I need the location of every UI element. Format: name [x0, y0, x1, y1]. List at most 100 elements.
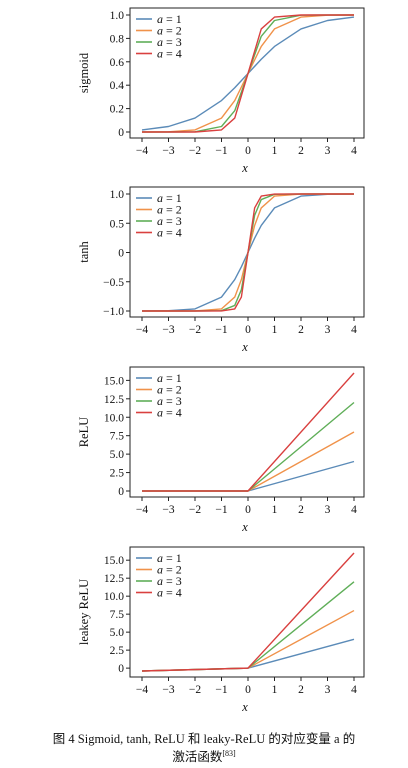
- relu-y-tick-label: 12.5: [104, 394, 124, 406]
- relu-series-line-a1: [142, 460, 355, 492]
- sigmoid-x-tick-label: 2: [298, 145, 304, 157]
- tanh-x-tick-label: 1: [272, 324, 278, 336]
- tanh-x-tick-label: −1: [215, 324, 227, 336]
- leaky-relu-x-tick-label: 0: [245, 684, 251, 696]
- tanh-y-tick-label: −0.5: [103, 277, 124, 289]
- sigmoid-x-tick-label: 3: [325, 145, 331, 157]
- sigmoid-legend-label-a4: a = 4: [157, 47, 182, 61]
- leaky-relu-y-tick-label: 10.0: [104, 591, 124, 603]
- sigmoid-y-tick-label: 0.8: [110, 33, 125, 45]
- leaky-relu-y-tick-label: 15.0: [104, 555, 124, 567]
- relu-series-line-a2: [142, 431, 355, 492]
- sigmoid-legend-label-a2: a = 2: [157, 24, 182, 38]
- leaky-relu-legend: a = 1a = 2a = 3a = 4: [136, 551, 182, 600]
- tanh-x-tick-label: 4: [351, 324, 357, 336]
- relu-legend-label-a4: a = 4: [157, 406, 182, 420]
- leaky-relu-legend-label-a2: a = 2: [157, 563, 182, 577]
- leaky-relu-y-axis-label: leakey ReLU: [77, 579, 91, 645]
- tanh-x-tick-label: 2: [298, 324, 304, 336]
- sigmoid-x-tick-label: 1: [272, 145, 278, 157]
- relu-x-tick-label: 0: [245, 504, 251, 516]
- leaky-relu-series-line-a1: [141, 638, 355, 672]
- tanh-y-tick-label: 0: [118, 248, 124, 260]
- sigmoid-legend-label-a3: a = 3: [157, 35, 182, 49]
- figure-caption-text: 激活函数: [172, 750, 223, 764]
- relu-chart: −4 −3 −2 −1 0 1 2 3 4 0 2.5 5.0 7.5 10.0 12.5 15.0 x ReLU…: [77, 366, 365, 534]
- sigmoid-y-tick-label: 1.0: [110, 10, 125, 22]
- sigmoid-legend-label-a1: a = 1: [157, 12, 182, 26]
- leaky-relu-legend-label-a4: a = 4: [157, 586, 182, 600]
- sigmoid-y-axis-label: sigmoid: [77, 52, 91, 93]
- leaky-relu-y-tick-label: 2.5: [110, 645, 125, 657]
- relu-y-tick-label: 15.0: [104, 375, 124, 387]
- relu-x-tick-label: −3: [162, 504, 174, 516]
- leaky-relu-series-line-a2: [141, 609, 355, 672]
- leaky-relu-x-tick-label: −1: [215, 684, 227, 696]
- leaky-relu-legend-label-a3: a = 3: [157, 574, 182, 588]
- tanh-legend-label-a4: a = 4: [157, 226, 182, 240]
- sigmoid-y-tick-label: 0.4: [110, 80, 125, 92]
- tanh-x-axis-label: x: [241, 340, 248, 354]
- figure-caption-line-2: 激活函数[83]: [0, 746, 408, 765]
- leaky-relu-y-tick-label: 12.5: [104, 573, 124, 585]
- figure-caption-reference: [83]: [222, 748, 236, 758]
- tanh-x-tick-label: −4: [136, 324, 148, 336]
- sigmoid-x-tick-label: 4: [351, 145, 357, 157]
- relu-legend-label-a1: a = 1: [157, 371, 182, 385]
- tanh-y-tick-label: 0.5: [110, 218, 125, 230]
- relu-y-axis-label: ReLU: [77, 417, 91, 448]
- relu-series-line-a4: [142, 372, 355, 492]
- leaky-relu-y-tick-label: 0: [118, 663, 124, 675]
- sigmoid-series-line-a4: [142, 14, 354, 133]
- leaky-relu-plot-frame: [129, 546, 365, 678]
- sigmoid-y-tick-label: 0.6: [110, 57, 125, 69]
- tanh-legend-label-a1: a = 1: [157, 191, 182, 205]
- relu-legend-label-a2: a = 2: [157, 383, 182, 397]
- tanh-x-tick-label: −2: [189, 324, 201, 336]
- tanh-y-tick-label: 1.0: [110, 189, 125, 201]
- tanh-legend-label-a3: a = 3: [157, 214, 182, 228]
- leaky-relu-x-tick-label: 4: [351, 684, 357, 696]
- leaky-relu-y-tick-label: 5.0: [110, 627, 125, 639]
- sigmoid-y-tick-label: 0: [118, 127, 124, 139]
- relu-y-tick-label: 2.5: [110, 468, 125, 480]
- leaky-relu-x-tick-label: 1: [272, 684, 278, 696]
- sigmoid-x-tick-label: −1: [215, 145, 227, 157]
- sigmoid-y-tick-label: 0.2: [110, 104, 125, 116]
- leaky-relu-x-tick-label: −2: [189, 684, 201, 696]
- tanh-y-axis-label: tanh: [77, 240, 91, 262]
- sigmoid-x-tick-label: −2: [189, 145, 201, 157]
- leaky-relu-y-tick-label: 7.5: [110, 609, 125, 621]
- tanh-legend: a = 1a = 2a = 3a = 4: [136, 191, 182, 240]
- leaky-relu-x-tick-label: −3: [162, 684, 174, 696]
- relu-x-tick-label: 4: [351, 504, 357, 516]
- tanh-legend-label-a2: a = 2: [157, 203, 182, 217]
- leaky-relu-x-axis-label: x: [241, 700, 248, 714]
- sigmoid-x-tick-label: −3: [162, 145, 174, 157]
- relu-y-tick-label: 7.5: [110, 431, 125, 443]
- leaky-relu-legend-label-a1: a = 1: [157, 551, 182, 565]
- relu-x-tick-label: −1: [215, 504, 227, 516]
- tanh-x-tick-label: 0: [245, 324, 251, 336]
- relu-x-tick-label: −2: [189, 504, 201, 516]
- relu-y-tick-label: 5.0: [110, 449, 125, 461]
- leaky-relu-chart: −4 −3 −2 −1 0 1 2 3 4 0 2.5 5.0 7.5 10.0 12.5 15.0 x leak…: [77, 546, 365, 714]
- relu-y-tick-label: 10.0: [104, 412, 124, 424]
- relu-x-tick-label: 1: [272, 504, 278, 516]
- relu-legend: a = 1a = 2a = 3a = 4: [136, 371, 182, 420]
- relu-x-tick-label: 3: [325, 504, 331, 516]
- sigmoid-plot-frame: [129, 7, 365, 139]
- tanh-x-tick-label: −3: [162, 324, 174, 336]
- figure-caption-line-1: 图 4 Sigmoid, tanh, ReLU 和 leaky-ReLU 的对应…: [52, 732, 356, 746]
- sigmoid-x-tick-label: 0: [245, 145, 251, 157]
- relu-plot-frame: [129, 366, 365, 498]
- relu-x-axis-label: x: [241, 520, 248, 534]
- tanh-y-tick-label: −1.0: [103, 306, 124, 318]
- relu-x-tick-label: −4: [136, 504, 148, 516]
- tanh-series-line-a4: [142, 193, 354, 312]
- leaky-relu-x-tick-label: −4: [136, 684, 148, 696]
- leaky-relu-x-tick-label: 2: [298, 684, 304, 696]
- sigmoid-chart: −4 −3 −2 −1 0 1 2 3 4 0 0.2 0.4 0.6 0.8 1.0 x sigmoid a =…: [77, 7, 365, 175]
